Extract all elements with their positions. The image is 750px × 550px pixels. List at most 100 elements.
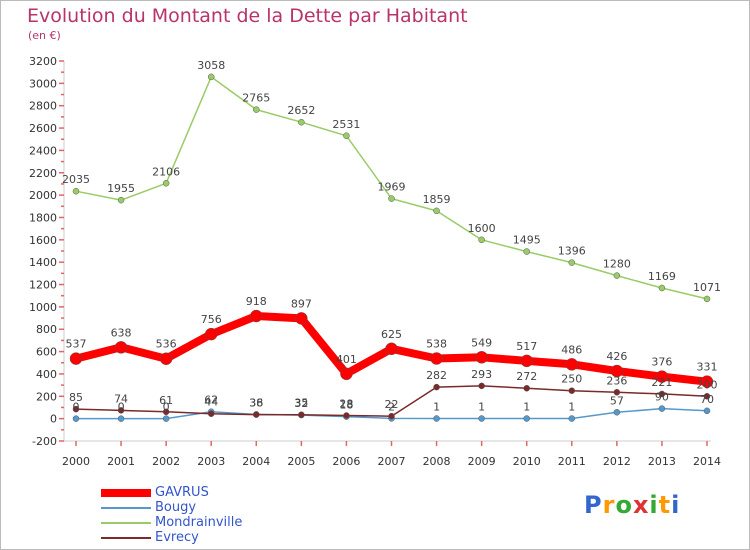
y-tick-label: 2000 [29,189,57,202]
data-point-bougy [568,415,576,422]
data-point-gavrus [114,341,128,354]
legend-swatch [101,537,151,539]
data-point-evrecy [433,383,440,391]
x-tick-label: 2003 [197,455,225,468]
data-label-evrecy: 36 [249,397,263,410]
data-point-evrecy [117,407,125,414]
data-point-mondrainville [613,272,621,279]
chart-legend: GAVRUS Bougy Mondrainville Evrecy [101,485,341,545]
legend-item-bougy: Bougy [101,500,341,515]
data-label-mondrainville: 1280 [603,258,631,271]
data-label-mondrainville: 3058 [197,59,225,72]
y-tick-label: 400 [36,368,57,381]
data-label-mondrainville: 2765 [242,92,270,105]
data-label-mondrainville: 2652 [287,104,315,117]
legend-swatch [101,507,151,509]
data-point-evrecy [343,412,350,419]
data-label-evrecy: 200 [697,378,718,391]
data-label-gavrus: 549 [471,336,492,349]
data-point-evrecy [388,412,395,420]
data-label-mondrainville: 1071 [693,281,721,294]
legend-item-evrecy: Evrecy [101,530,341,545]
data-point-gavrus [385,342,398,356]
data-label-bougy: 0 [163,401,170,414]
x-tick-label: 2014 [693,455,721,468]
data-label-mondrainville: 2106 [152,165,180,178]
data-point-mondrainville [253,106,260,113]
data-label-evrecy: 272 [516,370,537,383]
x-tick-label: 2001 [107,455,135,468]
data-label-bougy: 38 [249,396,263,409]
logo-letter: i [649,491,659,519]
y-tick-label: 1400 [29,256,57,269]
y-tick-label: 0 [50,413,57,426]
legend-label: Mondrainville [155,515,243,530]
data-label-bougy: 70 [700,393,714,406]
data-label-gavrus: 486 [561,343,582,356]
data-point-mondrainville [388,195,395,202]
data-point-bougy [117,415,125,422]
data-label-gavrus: 625 [381,328,402,341]
data-point-bougy [658,405,666,412]
proxiti-logo: Proxiti [584,491,680,519]
logo-letter: i [671,491,681,519]
y-tick-label: 3000 [29,77,57,90]
data-label-evrecy: 221 [651,376,672,389]
data-label-evrecy: 44 [204,396,218,409]
y-tick-label: 2600 [29,122,57,135]
x-tick-label: 2000 [62,455,90,468]
data-label-evrecy: 282 [426,369,447,382]
data-label-mondrainville: 1169 [648,270,676,283]
x-tick-label: 2004 [242,455,270,468]
data-label-bougy: 57 [610,394,624,407]
data-point-evrecy [478,382,485,390]
data-label-evrecy: 293 [471,368,492,381]
data-point-gavrus [340,367,353,381]
data-point-bougy [703,407,711,415]
legend-item-gavrus: GAVRUS [101,485,341,500]
y-tick-label: 1000 [29,301,57,314]
data-label-gavrus: 401 [336,353,357,366]
data-point-bougy [478,415,485,422]
data-label-gavrus: 538 [426,338,447,351]
data-point-gavrus [204,327,218,341]
data-point-mondrainville [162,180,170,187]
data-point-gavrus [475,351,488,364]
data-point-gavrus [69,352,83,365]
logo-letter: P [584,491,603,519]
chart-title: Evolution du Montant de la Dette par Hab… [27,5,468,27]
data-label-bougy: 18 [339,399,353,412]
data-label-evrecy: 22 [385,398,399,411]
y-tick-label: 800 [36,323,57,336]
data-point-gavrus [520,354,533,368]
y-tick-label: 1600 [29,234,57,247]
chart-subtitle: (en €) [28,29,61,42]
data-label-gavrus: 537 [66,338,87,351]
data-label-mondrainville: 2531 [332,118,360,131]
data-point-mondrainville [433,207,440,215]
data-point-mondrainville [478,236,485,244]
x-tick-label: 2009 [468,455,496,468]
data-label-bougy: 1 [433,401,440,414]
legend-label: Bougy [155,500,197,515]
data-point-bougy [613,409,621,416]
data-point-gavrus [700,375,714,388]
data-label-gavrus: 897 [291,297,312,310]
data-label-mondrainville: 1495 [513,234,541,247]
data-point-evrecy [658,390,666,398]
data-label-gavrus: 517 [516,340,537,353]
data-point-evrecy [298,411,305,418]
data-label-bougy: 0 [118,401,125,414]
data-point-mondrainville [523,248,530,255]
legend-label: GAVRUS [155,485,209,500]
data-point-gavrus [430,352,443,365]
data-label-bougy: 1 [568,401,575,414]
data-point-mondrainville [568,259,576,266]
data-point-gavrus [295,312,308,325]
data-label-gavrus: 331 [697,361,718,374]
data-label-evrecy: 28 [339,398,353,411]
data-point-mondrainville [207,73,215,81]
data-label-gavrus: 756 [201,313,222,326]
